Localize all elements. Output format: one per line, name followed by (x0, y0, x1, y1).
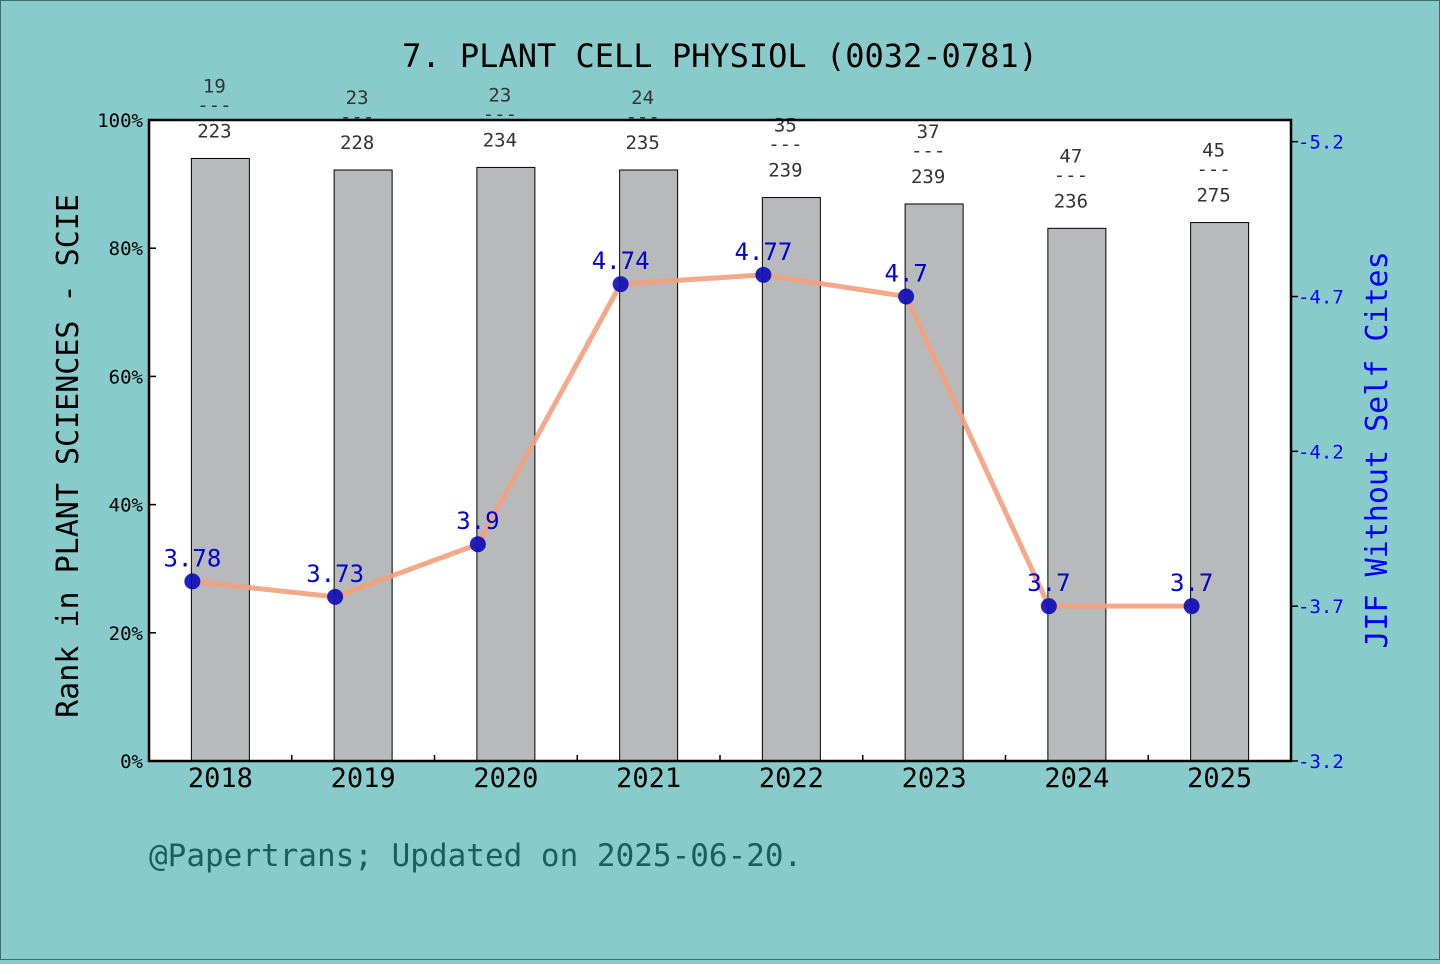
bar-2022 (761, 197, 821, 762)
jif-point-2025 (1183, 598, 1200, 615)
plot-area (149, 120, 1291, 761)
bar-labels-layer: 19---22323---22823---23424---23535---239… (197, 75, 1231, 212)
bar-label-total: 234 (483, 129, 517, 151)
bar-label-separator: --- (768, 134, 802, 156)
bar-label-separator: --- (483, 103, 517, 125)
x-tick-label: 2023 (902, 763, 967, 794)
y-axis-label: Rank in PLANT SCIENCES - SCIE (51, 194, 86, 718)
y-tick-label: 80% (109, 238, 144, 260)
jif-point-2022 (755, 266, 772, 283)
bar-label-rank: 45 (1202, 140, 1225, 162)
jif-value-label: 3.78 (163, 544, 221, 572)
bar-label-separator: --- (340, 106, 374, 128)
bar-label-separator: --- (911, 140, 945, 162)
jif-point-2018 (184, 573, 201, 590)
jif-point-2023 (898, 288, 915, 305)
bar-label-total: 239 (768, 160, 802, 182)
bar-2025 (1190, 222, 1250, 762)
bar-label-total: 236 (1054, 190, 1088, 212)
jif-point-2021 (612, 276, 629, 293)
bar-label-rank: 23 (488, 84, 511, 106)
bar-label-total: 275 (1196, 185, 1230, 207)
jif-value-label: 3.7 (1170, 569, 1213, 597)
bar-label-rank: 47 (1059, 145, 1082, 167)
jif-value-label: 3.7 (1027, 569, 1070, 597)
y-tick-label: 0% (120, 751, 143, 773)
y2-tick-label: -3.2 (1298, 751, 1344, 773)
x-tick-label: 2024 (1044, 763, 1109, 794)
jif-value-label: 3.73 (306, 560, 364, 588)
bar-label-separator: --- (197, 94, 231, 116)
bar-2024 (1047, 227, 1107, 762)
bar-label-rank: 23 (346, 87, 369, 109)
bar-label-total: 239 (911, 166, 945, 188)
x-tick-label: 2025 (1187, 763, 1252, 794)
y-tick-label: 60% (109, 366, 144, 388)
bar-2020 (476, 166, 536, 762)
axes-layer: 0% 20% 40% 60% 80% 100% -3.2 -3.7 -4.2 -4.7 -5.2 20… (97, 110, 1344, 794)
y2-axis-label: JIF Without Self Cites (1360, 251, 1395, 648)
jif-value-label: 4.7 (884, 260, 927, 288)
jif-line (192, 272, 1192, 609)
x-tick-label: 2022 (759, 763, 824, 794)
y-tick-label: 40% (109, 495, 144, 517)
jif-value-label: 3.9 (456, 507, 499, 535)
x-tick-label: 2019 (331, 763, 396, 794)
x-tick-label: 2018 (188, 763, 253, 794)
bar-2021 (619, 169, 679, 762)
bar-label-separator: --- (1196, 159, 1230, 181)
y2-tick-label: -4.7 (1298, 287, 1344, 309)
bar-label-separator: --- (1054, 164, 1088, 186)
jif-point-2020 (469, 536, 486, 553)
line-layer: 3.78 3.73 3.9 4.74 4.77 4.7 3.7 3.7 (163, 238, 1213, 615)
bar-label-separator: --- (625, 106, 659, 128)
jif-value-label: 4.77 (734, 238, 792, 266)
chart-title: 7. PLANT CELL PHYSIOL (0032-0781) (402, 37, 1038, 75)
y-tick-label: 100% (97, 110, 143, 132)
jif-point-2019 (327, 588, 344, 605)
bar-label-rank: 24 (631, 87, 654, 109)
bar-label-rank: 37 (917, 121, 940, 143)
bar-label-total: 223 (197, 120, 231, 142)
y2-tick-label: -5.2 (1298, 132, 1344, 154)
bar-2019 (333, 169, 393, 762)
x-tick-label: 2021 (616, 763, 681, 794)
x-tick-label: 2020 (473, 763, 538, 794)
footer-credit: @Papertrans; Updated on 2025-06-20. (149, 838, 802, 874)
y2-tick-label: -3.7 (1298, 596, 1344, 618)
bars-layer (190, 157, 1250, 762)
jif-point-2024 (1040, 598, 1057, 615)
bar-2023 (904, 203, 964, 762)
y-tick-label: 20% (109, 623, 144, 645)
bar-label-total: 228 (340, 132, 374, 154)
bar-label-total: 235 (625, 132, 659, 154)
bar-2018 (190, 157, 250, 762)
y2-tick-label: -4.2 (1298, 441, 1344, 463)
jif-value-label: 4.74 (592, 247, 650, 275)
bar-label-rank: 19 (203, 75, 226, 97)
